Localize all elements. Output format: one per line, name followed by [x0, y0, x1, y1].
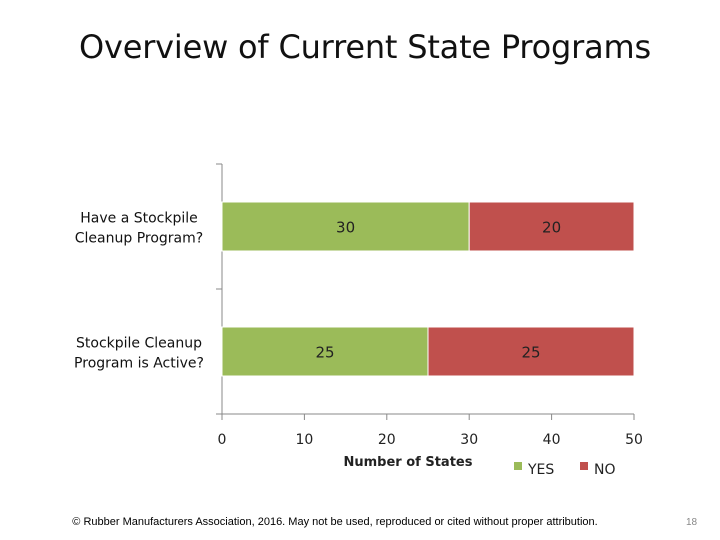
- legend-label-no: NO: [594, 462, 616, 478]
- x-axis-title: Number of States: [344, 455, 473, 470]
- bar-data-label: 30: [336, 219, 355, 237]
- legend-swatch-no: [580, 462, 588, 470]
- legend-swatch-yes: [514, 462, 522, 470]
- bar-data-label: 25: [315, 344, 334, 362]
- category-label: Cleanup Program?: [75, 231, 203, 247]
- category-label: Program is Active?: [74, 356, 204, 372]
- x-tick-label: 50: [625, 432, 643, 448]
- x-tick-label: 0: [218, 432, 227, 448]
- footer-copyright: © Rubber Manufacturers Association, 2016…: [72, 516, 598, 528]
- x-tick-label: 20: [378, 432, 396, 448]
- page-number: 18: [686, 517, 698, 528]
- legend-label-yes: YES: [527, 462, 554, 478]
- bar-data-label: 25: [521, 344, 540, 362]
- category-label: Have a Stockpile: [80, 211, 198, 227]
- slide-title: Overview of Current State Programs: [79, 28, 651, 66]
- bar-no: [468, 201, 635, 252]
- x-tick-label: 40: [543, 432, 561, 448]
- bar-yes: [221, 326, 429, 377]
- x-tick-label: 10: [295, 432, 313, 448]
- bar-data-label: 20: [542, 219, 561, 237]
- category-label: Stockpile Cleanup: [76, 336, 202, 352]
- x-tick-label: 30: [460, 432, 478, 448]
- bar-no: [427, 326, 635, 377]
